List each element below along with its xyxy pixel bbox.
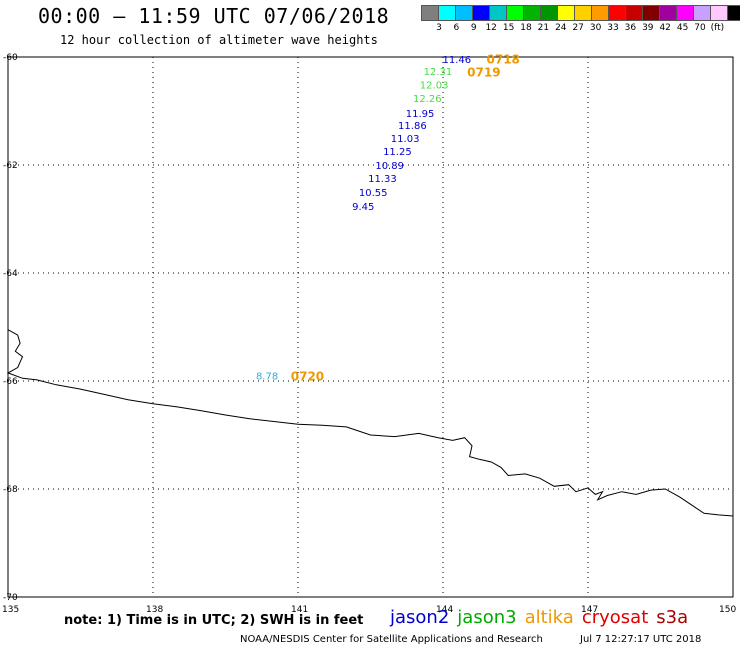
longitude-label: 144 [436,605,453,615]
map-title: 00:00 – 11:59 UTC 07/06/2018 [38,4,390,28]
legend-tick-label: 15 [502,23,515,33]
legend-tick-label: 24 [555,23,567,33]
longitude-label: 147 [581,605,598,615]
legend-swatch [609,6,626,20]
legend-swatches [421,5,740,21]
satellite-altika: altika [524,607,574,628]
legend-tick-label: 27 [572,23,584,33]
legend-swatch [456,6,473,20]
wave-height-value: 12.26 [413,94,442,105]
legend-swatch [558,6,575,20]
longitude-label: 150 [719,605,736,615]
legend-tick-label: 12 [485,23,497,33]
satellite-s3a: s3a [656,607,689,628]
wave-height-value: 9.45 [352,202,374,213]
legend-swatch [694,6,711,20]
legend-swatch [473,6,490,20]
legend-tick-label: 70 [694,23,706,33]
legend-swatch [507,6,524,20]
credit-text: NOAA/NESDIS Center for Satellite Applica… [240,634,543,645]
antarctic-coastline [6,329,734,517]
pass-time-label: 0718 [487,53,520,67]
legend-tick-label: 36 [624,23,637,33]
wave-height-value: 11.03 [391,134,420,145]
latitude-label: -66 [3,377,18,387]
latitude-label: -60 [3,53,18,63]
timestamp-text: Jul 7 12:27:17 UTC 2018 [580,634,702,645]
legend-swatch [439,6,456,20]
legend-swatch [524,6,541,20]
latitude-label: -62 [3,161,18,171]
legend-swatch [626,6,643,20]
wave-height-value: 12.31 [424,67,453,78]
legend-swatch [490,6,507,20]
satellite-jason2: jason2 [390,607,450,628]
color-legend: 3 6 9 12 15 18 21 24 27 30 33 36 39 42 45 70 (ft) [421,5,740,35]
pass-time-label: 0720 [291,370,324,384]
latitude-label: -70 [3,593,18,603]
map-subtitle: 12 hour collection of altimeter wave hei… [60,33,378,47]
latitude-label: -64 [3,269,18,279]
satellite-legend: jason2 jason3 altika cryosat s3a [390,607,696,628]
wave-height-value: 10.89 [375,161,404,172]
pass-time-label: 0719 [467,66,500,80]
legend-swatch [660,6,677,20]
legend-tick-label: 45 [676,23,689,33]
legend-tick-label: (ft) [710,23,725,33]
legend-tick-label: 3 [436,23,442,33]
satellite-jason3: jason3 [457,607,517,628]
legend-swatch [575,6,592,20]
legend-swatch [643,6,660,20]
legend-swatch [728,6,740,20]
legend-tick-label: 42 [659,23,671,33]
map-frame [7,56,734,598]
footer-note: note: 1) Time is in UTC; 2) SWH is in fe… [64,613,364,628]
legend-swatch [592,6,609,20]
wave-height-value: 12.03 [420,81,449,92]
wave-height-value: 8.78 [256,372,278,383]
legend-swatch [422,6,439,20]
legend-swatch [541,6,558,20]
longitude-label: 138 [146,605,163,615]
wave-height-value: 11.95 [406,109,435,120]
wave-height-value: 11.86 [398,121,427,132]
legend-tick-label: 6 [453,23,460,33]
legend-swatch [677,6,694,20]
legend-tick-label: 21 [537,23,550,33]
legend-tick-label: 39 [642,23,654,33]
latitude-label: -68 [3,485,18,495]
legend-tick-label: 30 [589,23,602,33]
wave-height-value: 11.46 [443,55,472,66]
legend-swatch [711,6,728,20]
wave-height-value: 10.55 [359,188,388,199]
wave-height-value: 11.25 [383,147,412,158]
longitude-label: 135 [2,605,19,615]
longitude-label: 141 [291,605,308,615]
legend-tick-label: 9 [470,23,477,33]
legend-tick-label: 18 [520,23,532,33]
legend-ticks: 3 6 9 12 15 18 21 24 27 30 33 36 39 42 45 70 (ft) [421,21,740,35]
legend-tick-label: 33 [607,23,619,33]
satellite-cryosat: cryosat [581,607,649,628]
wave-height-value: 11.33 [368,174,397,185]
